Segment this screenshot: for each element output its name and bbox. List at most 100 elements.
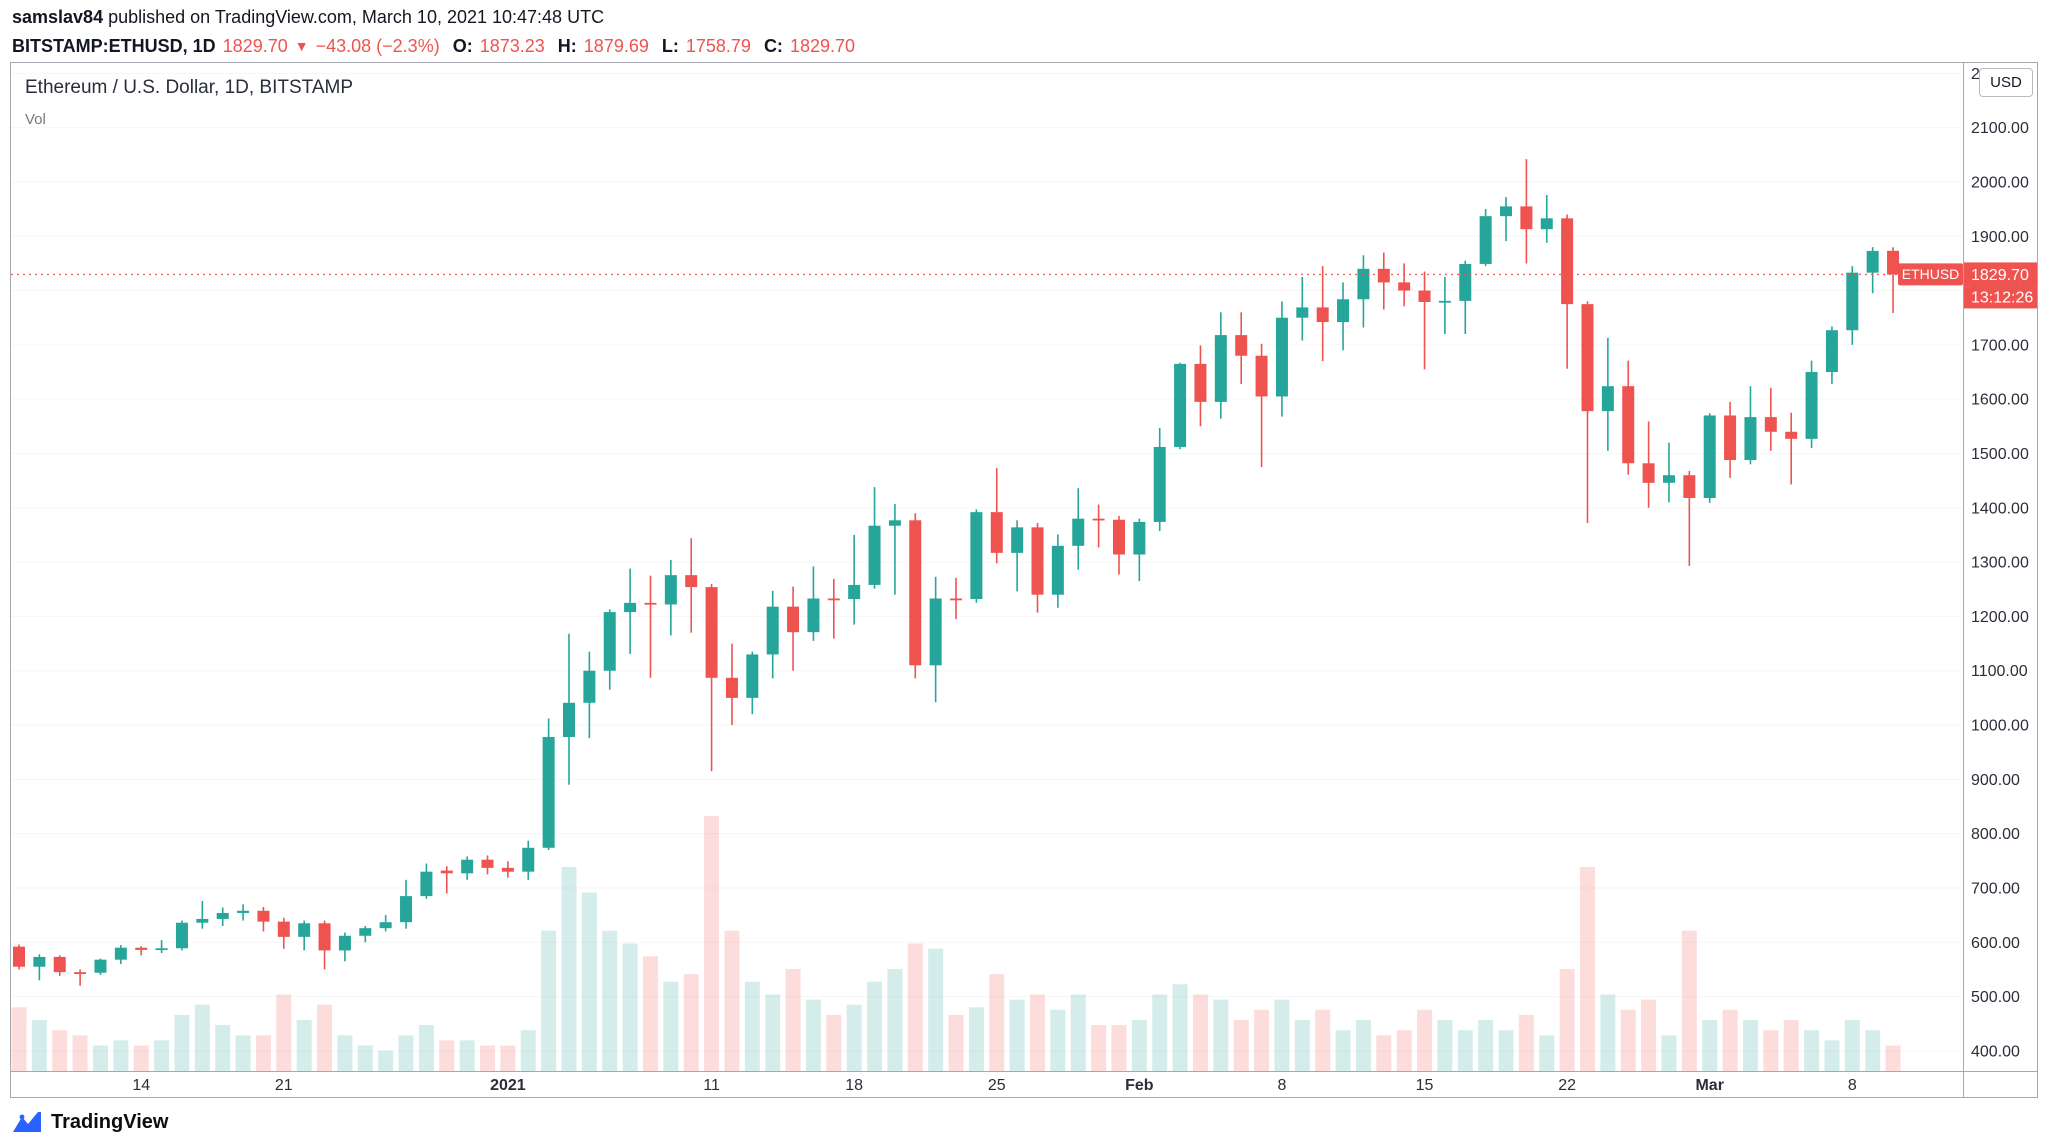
volume-bar (948, 1014, 964, 1071)
candle-body (1153, 446, 1166, 522)
volume-bar (1213, 999, 1229, 1071)
volume-bar (1763, 1030, 1779, 1071)
volume-bar (276, 994, 292, 1071)
volume-bar (1437, 1020, 1453, 1071)
volume-bar (133, 1045, 149, 1071)
price-tick-label: 1100.00 (1971, 663, 2028, 680)
volume-bar (1294, 1020, 1310, 1071)
volume-bar (398, 1035, 414, 1071)
candle-body (1235, 335, 1248, 356)
candle-body (1724, 415, 1737, 461)
volume-bar (1579, 867, 1595, 1071)
volume-bar (357, 1045, 373, 1071)
candle-body (1418, 290, 1431, 302)
volume-bar (805, 999, 821, 1071)
candle-body (746, 654, 759, 698)
volume-bar (1783, 1020, 1799, 1071)
candle-body (1459, 263, 1472, 301)
candle-body (237, 910, 250, 913)
volume-bar (765, 994, 781, 1071)
candle-body (1398, 282, 1411, 291)
candle-body (481, 859, 494, 868)
volume-bar (1620, 1009, 1636, 1071)
volume-bar (1091, 1025, 1107, 1071)
last-price-badge (1964, 262, 2037, 287)
volume-bar (561, 867, 577, 1071)
down-arrow-icon: ▼ (294, 38, 309, 54)
volume-bar (744, 981, 760, 1071)
candle-body (1683, 475, 1696, 499)
volume-bar (724, 930, 740, 1071)
volume-bar (31, 1020, 47, 1071)
volume-bar (826, 1014, 842, 1071)
candle-body (888, 520, 901, 526)
volume-bar (1050, 1009, 1066, 1071)
symbol-tag-label: ETHUSD (1902, 266, 1960, 282)
volume-bar (907, 943, 923, 1071)
candle-body (1174, 363, 1187, 447)
candle-body (522, 847, 535, 872)
candle-body (1092, 518, 1105, 521)
volume-bar (1233, 1020, 1249, 1071)
volume-bar (1172, 984, 1188, 1071)
candle-body (868, 525, 881, 585)
candle-body (1255, 355, 1268, 397)
volume-bar (255, 1035, 271, 1071)
chart-frame: 400.00 500.00 600.00 700.00 800.00 900.00 1000… (10, 62, 2038, 1098)
volume-bar (520, 1030, 536, 1071)
volume-bar (1804, 1030, 1820, 1071)
volume-bar (11, 1007, 27, 1071)
candle-body (1622, 386, 1635, 464)
price-tick-label: 800.00 (1971, 826, 2020, 843)
candle-body (1214, 335, 1227, 402)
volume-bar (1478, 1020, 1494, 1071)
volume-bar (1274, 999, 1290, 1071)
volume-bar (1681, 930, 1697, 1071)
volume-bar (235, 1035, 251, 1071)
tradingview-brand[interactable]: TradingView (51, 1110, 169, 1133)
price-tick-label: 2000.00 (1971, 174, 2029, 191)
candle-body (1133, 521, 1146, 555)
candlestick-chart-canvas[interactable]: 400.00 500.00 600.00 700.00 800.00 900.00 1000… (11, 63, 2037, 1097)
time-tick-label: 21 (275, 1077, 293, 1094)
volume-bar (92, 1045, 108, 1071)
candle-body (1357, 268, 1370, 300)
tradingview-logo-icon[interactable] (12, 1110, 42, 1134)
time-tick-label: 8 (1277, 1077, 1286, 1094)
currency-toggle-button[interactable]: USD (1979, 68, 2033, 97)
price-tick-label: 900.00 (1971, 772, 2020, 789)
volume-bar (1152, 994, 1168, 1071)
volume-bar (459, 1040, 475, 1071)
candle-body (1112, 519, 1125, 555)
price-tick-label: 1900.00 (1971, 229, 2029, 246)
candle-body (1764, 417, 1777, 432)
candle-body (1785, 431, 1798, 439)
volume-bar (541, 930, 557, 1071)
volume-bar (1824, 1040, 1840, 1071)
volume-bar (1702, 1020, 1718, 1071)
volume-bar (1641, 999, 1657, 1071)
candle-body (827, 598, 840, 601)
symbol-tag (1898, 263, 1963, 286)
volume-bar (1131, 1020, 1147, 1071)
candle-body (1377, 268, 1390, 283)
candle-body (74, 972, 87, 974)
volume-bar (1865, 1030, 1881, 1071)
volume-bar (602, 930, 618, 1071)
candle-body (440, 870, 453, 874)
high-label: H: (557, 36, 577, 56)
candle-body (1031, 527, 1044, 595)
time-tick-label: 8 (1848, 1077, 1857, 1094)
candle-body (990, 512, 1003, 553)
candle-body (53, 956, 66, 973)
last-price: 1829.70 (222, 36, 288, 56)
candle-body (909, 520, 922, 666)
volume-bar (1192, 994, 1208, 1071)
candle-body (298, 923, 311, 937)
volume-bar (154, 1040, 170, 1071)
price-tick-label: 1700.00 (1971, 337, 2029, 354)
candle-body (644, 602, 657, 605)
candle-body (1296, 307, 1309, 318)
price-change: −43.08 (−2.3%) (315, 36, 440, 56)
publish-header: samslav84 published on TradingView.com, … (12, 7, 855, 57)
